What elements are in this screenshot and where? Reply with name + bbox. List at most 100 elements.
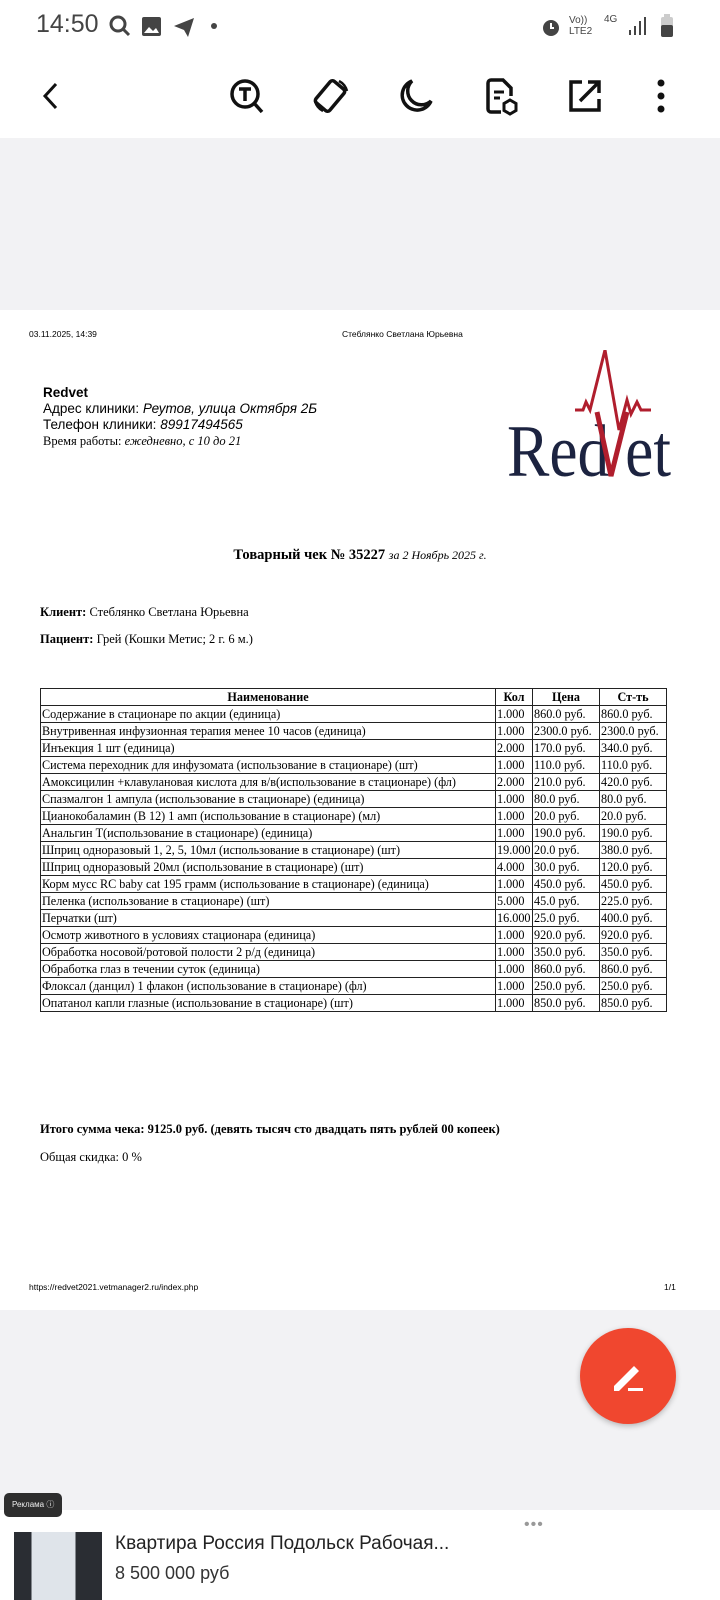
- item-price: 80.0 руб.: [532, 790, 600, 808]
- info-icon: ⓘ: [46, 1500, 55, 1509]
- item-name: Содержание в стационаре по акции (единиц…: [40, 705, 496, 723]
- item-sum: 450.0 руб.: [599, 875, 667, 893]
- receipt-number: Товарный чек № 35227: [233, 547, 386, 563]
- item-sum: 860.0 руб.: [599, 960, 667, 978]
- item-price: 170.0 руб.: [532, 739, 600, 757]
- document-settings-button[interactable]: [478, 73, 524, 119]
- status-bar: 14:50 Vo)) LTE2 4G: [0, 0, 720, 55]
- item-price: 25.0 руб.: [532, 909, 600, 927]
- item-qty: 1.000: [495, 960, 533, 978]
- item-price: 2300.0 руб.: [532, 722, 600, 740]
- items-table: Наименование Кол Цена Ст-ть Содержание в…: [40, 688, 667, 1012]
- patient-label: Пациент:: [40, 632, 94, 646]
- item-sum: 380.0 руб.: [599, 841, 667, 859]
- table-row: Флоксал (данцил) 1 флакон (использование…: [40, 977, 667, 995]
- table-row: Цианокобаламин (В 12) 1 амп (использован…: [40, 807, 667, 825]
- phone-label: Телефон клиники:: [43, 417, 161, 432]
- item-sum: 225.0 руб.: [599, 892, 667, 910]
- clinic-name: Redvet: [43, 385, 89, 400]
- patient-name: Грей (Кошки Метис; 2 г. 6 м.): [96, 632, 253, 646]
- table-row: Обработка носовой/ротовой полости 2 р/д …: [40, 943, 667, 961]
- item-qty: 5.000: [495, 892, 533, 910]
- item-sum: 250.0 руб.: [599, 977, 667, 995]
- print-date: 03.11.2025, 14:39: [29, 329, 97, 339]
- back-icon: [42, 82, 58, 110]
- item-name: Флоксал (данцил) 1 флакон (использование…: [40, 977, 496, 995]
- item-name: Шприц одноразовый 20мл (использование в …: [40, 858, 496, 876]
- item-name: Корм мусс RC baby cat 195 грамм (использ…: [40, 875, 496, 893]
- ad-banner[interactable]: Реклама ⓘ Квартира Россия Подольск Рабоч…: [0, 1493, 720, 1600]
- table-row: Система переходник для инфузомата (испол…: [40, 756, 667, 774]
- item-qty: 4.000: [495, 858, 533, 876]
- item-sum: 860.0 руб.: [599, 705, 667, 723]
- item-name: Амоксицилин +клавулановая кислота для в/…: [40, 773, 496, 791]
- ad-title: Квартира Россия Подольск Рабочая...: [115, 1533, 450, 1554]
- receipt-title: Товарный чек № 35227 за 2 Ноябрь 2025 г.: [0, 547, 720, 564]
- item-sum: 20.0 руб.: [599, 807, 667, 825]
- item-qty: 1.000: [495, 943, 533, 961]
- table-row: Шприц одноразовый 1, 2, 5, 10мл (использ…: [40, 841, 667, 859]
- item-qty: 2.000: [495, 739, 533, 757]
- svg-text:Red et: Red et: [507, 411, 671, 480]
- table-row: Перчатки (шт) 16.000 25.0 руб. 400.0 руб.: [40, 909, 667, 927]
- client-line: Клиент: Стеблянко Светлана Юрьевна: [40, 605, 249, 620]
- item-sum: 110.0 руб.: [599, 756, 667, 774]
- item-name: Спазмалгон 1 ампула (использование в ста…: [40, 790, 496, 808]
- item-qty: 1.000: [495, 875, 533, 893]
- text-search-button[interactable]: [224, 73, 270, 119]
- patient-line: Пациент: Грей (Кошки Метис; 2 г. 6 м.): [40, 632, 253, 647]
- item-qty: 1.000: [495, 705, 533, 723]
- night-mode-button[interactable]: [392, 73, 438, 119]
- table-row: Спазмалгон 1 ампула (использование в ста…: [40, 790, 667, 808]
- item-qty: 1.000: [495, 756, 533, 774]
- item-price: 920.0 руб.: [532, 926, 600, 944]
- more-options-button[interactable]: [638, 73, 684, 119]
- item-name: Цианокобаламин (В 12) 1 амп (использован…: [40, 807, 496, 825]
- item-name: Инъекция 1 шт (единица): [40, 739, 496, 757]
- client-label: Клиент:: [40, 605, 87, 619]
- edit-button[interactable]: [580, 1328, 676, 1424]
- item-name: Пеленка (использование в стационаре) (шт…: [40, 892, 496, 910]
- open-external-button[interactable]: [562, 73, 608, 119]
- ad-badge-label: Реклама: [12, 1500, 45, 1509]
- document-settings-icon: [486, 78, 518, 116]
- item-price: 350.0 руб.: [532, 943, 600, 961]
- notification-icons: [109, 15, 217, 37]
- item-qty: 16.000: [495, 909, 533, 927]
- rotate-button[interactable]: [308, 73, 354, 119]
- table-row: Анальгин Т(использование в стационаре) (…: [40, 824, 667, 842]
- item-name: Система переходник для инфузомата (испол…: [40, 756, 496, 774]
- item-sum: 400.0 руб.: [599, 909, 667, 927]
- ad-badge[interactable]: Реклама ⓘ: [4, 1493, 63, 1517]
- address-label: Адрес клиники:: [43, 401, 143, 416]
- item-sum: 2300.0 руб.: [599, 722, 667, 740]
- item-name: Обработка глаз в течении суток (единица): [40, 960, 496, 978]
- item-name: Перчатки (шт): [40, 909, 496, 927]
- item-qty: 1.000: [495, 977, 533, 995]
- client-name: Стеблянко Светлана Юрьевна: [89, 605, 249, 619]
- item-price: 190.0 руб.: [532, 824, 600, 842]
- back-button[interactable]: [28, 73, 74, 119]
- item-sum: 340.0 руб.: [599, 739, 667, 757]
- ad-price: 8 500 000 руб: [115, 1563, 230, 1583]
- item-name: Опатанол капли глазные (использование в …: [40, 994, 496, 1012]
- item-sum: 80.0 руб.: [599, 790, 667, 808]
- ad-image: [14, 1532, 102, 1600]
- discount: Общая скидка: 0 %: [40, 1150, 142, 1164]
- item-price: 860.0 руб.: [532, 705, 600, 723]
- item-name: Шприц одноразовый 1, 2, 5, 10мл (использ…: [40, 841, 496, 859]
- document-page: 03.11.2025, 14:39 Стеблянко Светлана Юрь…: [0, 310, 720, 1310]
- item-price: 110.0 руб.: [532, 756, 600, 774]
- item-qty: 1.000: [495, 807, 533, 825]
- item-price: 860.0 руб.: [532, 960, 600, 978]
- ad-more-icon[interactable]: •••: [524, 1516, 544, 1533]
- item-price: 450.0 руб.: [532, 875, 600, 893]
- table-row: Обработка глаз в течении суток (единица)…: [40, 960, 667, 978]
- item-sum: 350.0 руб.: [599, 943, 667, 961]
- table-row: Инъекция 1 шт (единица) 2.000 170.0 руб. 34…: [40, 739, 667, 757]
- volte-indicator: Vo)) LTE2: [569, 15, 593, 37]
- item-price: 20.0 руб.: [532, 807, 600, 825]
- item-sum: 420.0 руб.: [599, 773, 667, 791]
- item-sum: 190.0 руб.: [599, 824, 667, 842]
- item-price: 30.0 руб.: [532, 858, 600, 876]
